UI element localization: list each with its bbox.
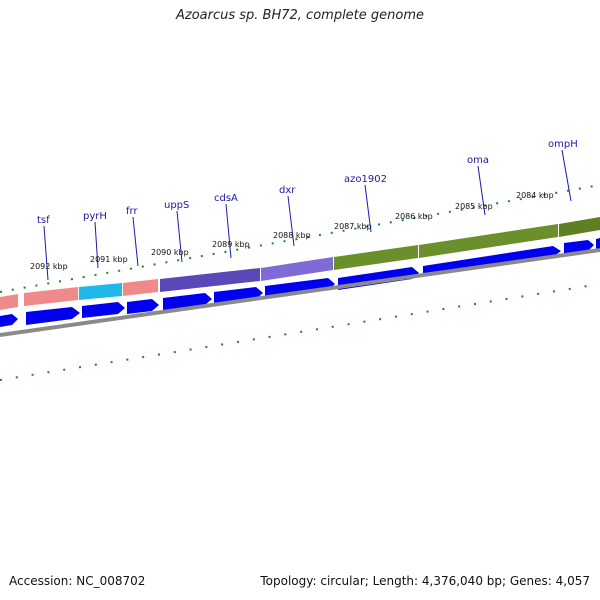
gene-label-cdsA: cdsA (214, 193, 238, 204)
gene-label-ompH: ompH (548, 139, 578, 150)
tick-label: 2091 kbp (90, 255, 128, 264)
gene-block-ompH[interactable] (559, 217, 600, 237)
gene-band (0, 217, 600, 310)
tick-label: 2088 kbp (273, 231, 311, 240)
gene-block-tsf[interactable] (24, 287, 78, 306)
kbp-labels: 2092 kbp 2091 kbp 2090 kbp 2089 kbp 2088… (30, 191, 554, 271)
map-title: Azoarcus sp. BH72, complete genome (175, 8, 425, 23)
tick-label: 2085 kbp (455, 202, 493, 211)
gene-label-azo1902: azo1902 (344, 174, 387, 185)
gene-leader-lines (43, 149, 572, 281)
accession-text: Accession: NC_008702 (9, 574, 146, 588)
gene-label-tsf: tsf (37, 215, 50, 226)
gene-block-dxr[interactable] (261, 257, 333, 281)
gene-labels: tsf pyrH frr uppS cdsA dxr azo1902 oma o… (37, 139, 578, 226)
gene-label-uppS: uppS (164, 200, 189, 211)
gene-label-pyrH: pyrH (83, 211, 107, 222)
tick-label: 2089 kbp (212, 240, 250, 249)
genome-backbone (0, 248, 600, 337)
gene-block-oma[interactable] (419, 224, 558, 258)
tick-label: 2092 kbp (30, 262, 68, 271)
tick-label: 2090 kbp (151, 248, 189, 257)
tick-label: 2084 kbp (516, 191, 554, 200)
gene-label-frr: frr (126, 206, 138, 217)
arrow-row (0, 238, 600, 327)
tick-label: 2087 kbp (334, 222, 372, 231)
gene-label-dxr: dxr (279, 185, 296, 196)
gene-block-pyrH[interactable] (79, 283, 122, 300)
gene-block-uppS[interactable] (160, 268, 260, 292)
tick-label: 2086 kbp (395, 212, 433, 221)
gene-block-frr[interactable] (123, 279, 158, 296)
gene-block-azo1902[interactable] (334, 245, 418, 270)
genome-summary-text: Topology: circular; Length: 4,376,040 bp… (260, 574, 590, 588)
gene-label-oma: oma (467, 155, 489, 166)
